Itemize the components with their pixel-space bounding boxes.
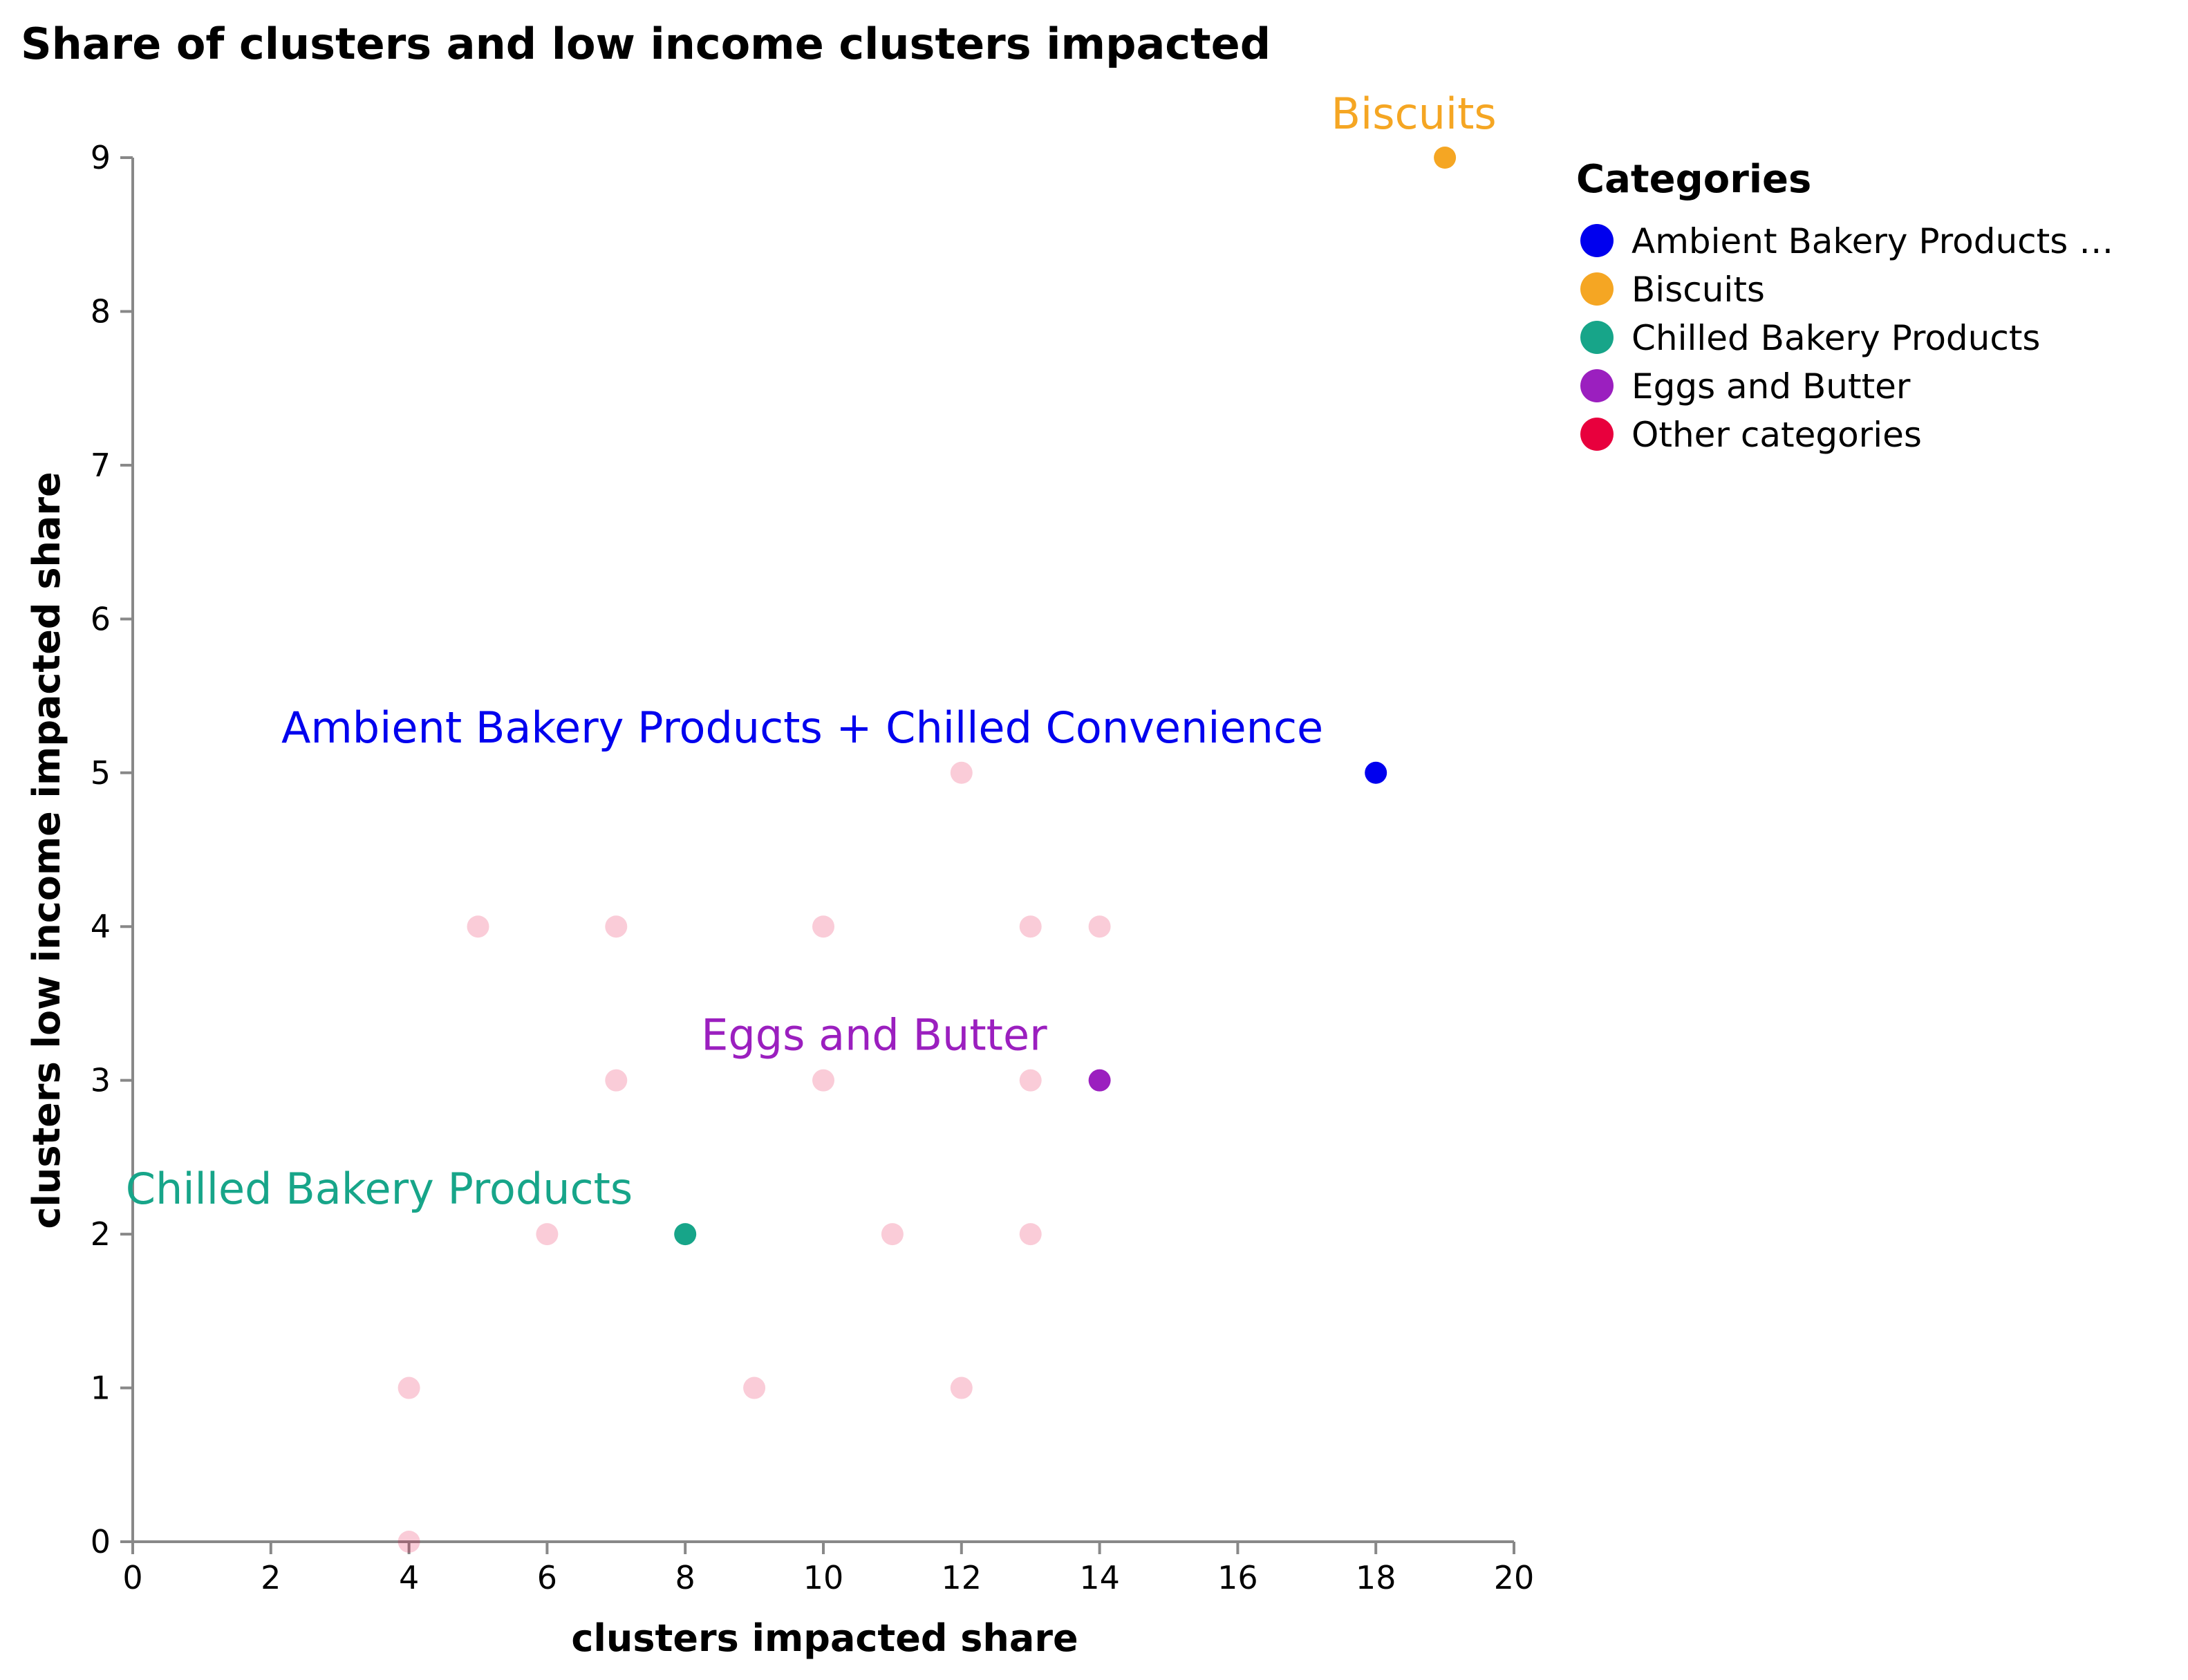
annotation-label: Biscuits: [1331, 88, 1496, 139]
x-tick-label: 6: [537, 1559, 557, 1596]
y-tick-label: 7: [91, 447, 111, 484]
y-tick-label: 9: [91, 139, 111, 176]
legend-entry-label: Eggs and Butter: [1631, 366, 1911, 407]
legend-entry-label: Biscuits: [1631, 270, 1765, 310]
point-other-categories: [1088, 915, 1111, 938]
point-eggs-and-butter: [1088, 1069, 1111, 1092]
x-tick-label: 0: [122, 1559, 142, 1596]
point-other-categories: [605, 1069, 628, 1092]
legend: Categories Ambient Bakery Products … Bisc…: [1576, 157, 2113, 455]
annotation-label: Ambient Bakery Products + Chilled Conven…: [281, 702, 1323, 753]
point-other-categories: [881, 1223, 904, 1246]
point-other-categories: [1019, 915, 1042, 938]
y-axis-title: clusters low income impacted share: [25, 472, 68, 1229]
y-tick-label: 4: [91, 908, 111, 945]
x-tick-label: 20: [1494, 1559, 1535, 1596]
point-other-categories: [605, 915, 628, 938]
y-tick-label: 6: [91, 600, 111, 637]
point-chilled-bakery-products: [674, 1223, 697, 1246]
point-ambient-bakery-products-chilled-convenience: [1365, 761, 1387, 784]
x-tick-label: 12: [942, 1559, 982, 1596]
annotation-label: Chilled Bakery Products: [126, 1164, 633, 1214]
x-tick-label: 18: [1356, 1559, 1396, 1596]
point-other-categories: [1019, 1223, 1042, 1246]
legend-title: Categories: [1576, 157, 1811, 202]
point-other-categories: [950, 1376, 973, 1399]
point-other-categories: [743, 1376, 766, 1399]
legend-swatch: [1580, 321, 1614, 354]
point-other-categories: [398, 1531, 420, 1553]
y-tick-label: 0: [91, 1523, 111, 1560]
legend-swatch: [1580, 369, 1614, 402]
y-tick-label: 1: [91, 1370, 111, 1407]
x-tick-label: 8: [675, 1559, 695, 1596]
point-biscuits: [1434, 147, 1457, 169]
annotations: Biscuits Ambient Bakery Products + Chille…: [126, 88, 1497, 1214]
y-tick-label: 5: [91, 754, 111, 792]
x-axis-title: clusters impacted share: [571, 1616, 1078, 1660]
point-other-categories: [812, 1069, 834, 1092]
point-other-categories: [1019, 1069, 1042, 1092]
legend-swatch: [1580, 224, 1614, 257]
legend-entry-label: Chilled Bakery Products: [1631, 318, 2040, 358]
annotation-label: Eggs and Butter: [701, 1010, 1047, 1061]
y-tick-label: 2: [91, 1215, 111, 1253]
legend-swatch: [1580, 272, 1614, 306]
chart-title: Share of clusters and low income cluster…: [21, 19, 1271, 69]
x-tick-label: 14: [1079, 1559, 1120, 1596]
point-other-categories: [398, 1376, 420, 1399]
x-tick-label: 2: [261, 1559, 281, 1596]
point-other-categories: [950, 761, 973, 784]
x-tick-label: 16: [1217, 1559, 1258, 1596]
y-tick-label: 3: [91, 1062, 111, 1099]
data-points: [398, 147, 1457, 1553]
point-other-categories: [467, 915, 489, 938]
point-other-categories: [812, 915, 834, 938]
y-tick-label: 8: [91, 292, 111, 330]
legend-swatch: [1580, 418, 1614, 451]
x-tick-label: 4: [399, 1559, 419, 1596]
legend-entry-label: Other categories: [1631, 415, 1922, 455]
x-tick-label: 10: [803, 1559, 844, 1596]
legend-entry-label: Ambient Bakery Products …: [1631, 221, 2113, 261]
point-other-categories: [536, 1223, 559, 1246]
